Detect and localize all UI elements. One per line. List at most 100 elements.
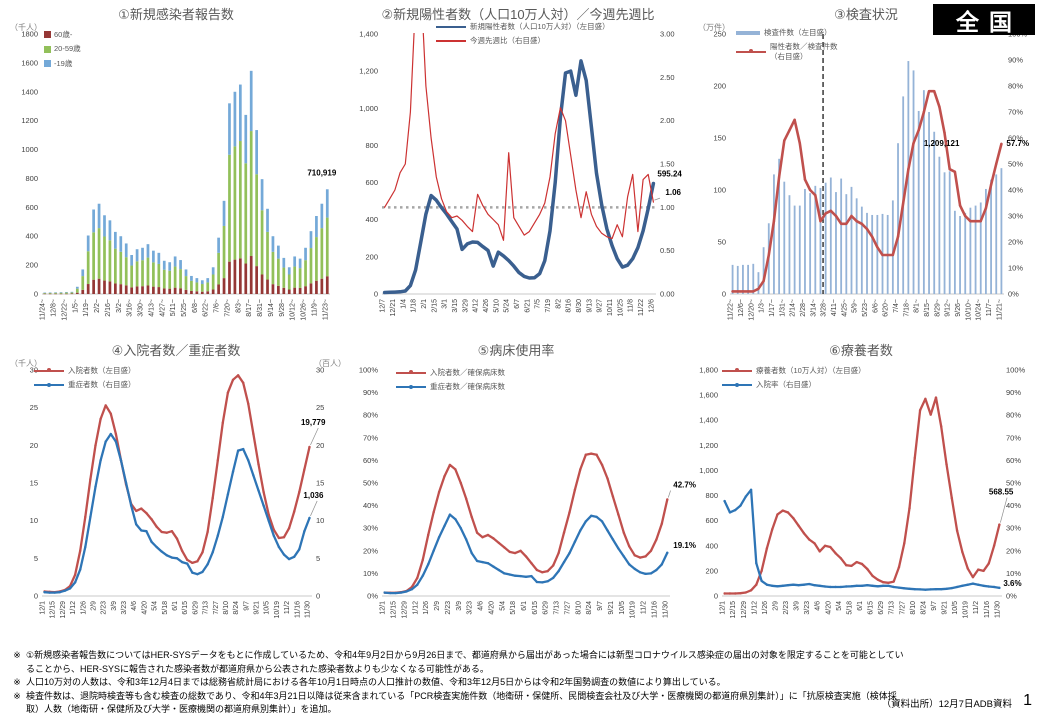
svg-text:1,000: 1,000 (699, 466, 718, 475)
svg-text:12/1: 12/1 (720, 601, 727, 615)
svg-text:5/4: 5/4 (836, 601, 843, 611)
chart-plot: 0 200 400 600 800 1000 1200 1400 1600 1800（千人） 11/… (10, 22, 337, 321)
x-axis: 12/1 12/15 12/29 1/12 1/26 2/9 2/23 3/9 3/23 4/6 4… (720, 601, 1002, 619)
svg-text:11/30: 11/30 (304, 601, 311, 618)
svg-text:9/21: 9/21 (942, 601, 949, 615)
svg-text:40%: 40% (363, 501, 378, 510)
svg-text:（千人）: （千人） (10, 22, 42, 32)
svg-text:7/27: 7/27 (899, 601, 906, 615)
legend-label: 重症者数／確保病床数 (430, 382, 505, 392)
svg-text:11/8: 11/8 (628, 299, 635, 312)
svg-text:3/1: 3/1 (442, 299, 449, 309)
svg-text:30%: 30% (1008, 212, 1023, 221)
x-axis: 12/7 12/21 1/4 1/18 2/1 2/15 3/1 3/15 3/29 4/12 4/… (380, 299, 656, 317)
svg-text:50%: 50% (363, 479, 378, 488)
chart-plot: 051015202530（千人）051015202530（百人）12/112/1… (10, 358, 346, 619)
line-series (383, 513, 669, 595)
svg-text:6/20~: 6/20~ (883, 299, 890, 317)
data-label: 710,919 (307, 168, 336, 177)
svg-text:12/1: 12/1 (40, 601, 47, 615)
svg-text:1/12: 1/12 (412, 601, 419, 615)
svg-text:5/4: 5/4 (499, 601, 506, 611)
legend-label: 療養者数（10万人対）（左目盛） (756, 366, 866, 375)
svg-text:5/24: 5/24 (504, 299, 511, 313)
legend-swatch (736, 49, 766, 54)
line-markers (383, 452, 669, 595)
legend-item: 20-59歳 (44, 44, 81, 53)
svg-text:8/17~: 8/17~ (246, 299, 253, 317)
right-axis: 0.00 0.50 1.00 1.50 2.00 2.50 3.00 (660, 30, 675, 299)
svg-text:2/16~: 2/16~ (105, 299, 112, 317)
legend-swatch (44, 45, 51, 53)
left-axis: 0 200 400 600 800 1000 1200 1400 1600 1800（千人） (10, 22, 42, 299)
legend-item: -19歳 (44, 59, 81, 68)
svg-text:4/6: 4/6 (478, 601, 485, 611)
svg-text:60%: 60% (1008, 134, 1023, 143)
legend-label: 重症者数（右目盛） (68, 380, 136, 390)
svg-text:9/13: 9/13 (586, 299, 593, 313)
svg-text:12/6~: 12/6~ (738, 299, 745, 317)
bar-series (731, 61, 1003, 295)
legend-item: 新規陽性者数（人口10万人対）（左目盛） (436, 22, 610, 31)
svg-text:30%: 30% (1006, 524, 1021, 533)
data-label: 568.55 (989, 488, 1014, 497)
svg-text:2/23: 2/23 (783, 601, 790, 615)
svg-text:9/21: 9/21 (254, 601, 261, 615)
svg-text:1/26: 1/26 (80, 601, 87, 615)
svg-text:800: 800 (365, 141, 378, 150)
svg-text:3/28~: 3/28~ (821, 299, 828, 317)
svg-text:7/4~: 7/4~ (893, 299, 900, 313)
svg-text:（千人）: （千人） (10, 358, 42, 368)
svg-text:1/26: 1/26 (762, 601, 769, 615)
chart-title: ②新規陽性者数（人口10万人対）／今週先週比 (381, 7, 655, 22)
series-group (383, 452, 669, 595)
svg-text:9/12~: 9/12~ (945, 299, 952, 317)
svg-text:7/20~: 7/20~ (224, 299, 231, 317)
svg-text:30: 30 (30, 366, 38, 375)
legend-swatch (436, 40, 466, 43)
footnote-text: 検査件数は、退院時検査等も含む検査の総数であり、令和4年3月21日以降は従来含ま… (26, 690, 897, 715)
svg-text:6/29: 6/29 (878, 601, 885, 615)
svg-text:11/2: 11/2 (973, 601, 980, 614)
svg-text:3/15: 3/15 (452, 299, 459, 313)
legend-item: 重症者数（右目盛） (34, 380, 136, 389)
svg-text:3/14~: 3/14~ (810, 299, 817, 317)
svg-text:5: 5 (34, 554, 38, 563)
svg-text:6/6~: 6/6~ (872, 299, 879, 313)
svg-text:1/12: 1/12 (751, 601, 758, 615)
svg-text:4/6: 4/6 (131, 601, 138, 611)
svg-text:（万件）: （万件） (698, 22, 730, 32)
svg-text:11/21~: 11/21~ (996, 299, 1003, 320)
bar-series (43, 256, 329, 295)
svg-text:11/2: 11/2 (284, 601, 291, 614)
svg-text:12/8~: 12/8~ (51, 299, 58, 317)
svg-text:6/8~: 6/8~ (192, 299, 199, 313)
svg-text:2/14~: 2/14~ (790, 299, 797, 317)
right-axis: 0%10%20%30%40%50%60%70%80%90%100% (1008, 30, 1028, 299)
svg-text:1,400: 1,400 (699, 416, 718, 425)
svg-text:10/19: 10/19 (274, 601, 281, 619)
svg-text:1/19~: 1/19~ (83, 299, 90, 317)
legend-label: 入院者数（左目盛） (68, 366, 136, 375)
data-label: 42.7% (673, 480, 696, 489)
svg-text:8/24: 8/24 (233, 601, 240, 615)
legend-label: 20-59歳 (54, 44, 81, 54)
svg-text:6/22~: 6/22~ (203, 299, 210, 317)
legend-swatch (736, 30, 760, 35)
svg-text:4/13~: 4/13~ (148, 299, 155, 317)
chart-plot: 0%10%20%30%40%50%60%70%80%90%100%12/1 12/… (359, 366, 696, 619)
svg-text:3/23: 3/23 (121, 601, 128, 615)
svg-text:800: 800 (25, 174, 38, 183)
svg-text:12/7: 12/7 (380, 299, 387, 313)
svg-text:3/29: 3/29 (462, 299, 469, 313)
legend-label: 60歳- (54, 30, 73, 39)
svg-text:20: 20 (30, 441, 38, 450)
legend-swatch (34, 382, 64, 387)
svg-text:11/9~: 11/9~ (311, 299, 318, 316)
svg-text:400: 400 (365, 215, 378, 224)
svg-text:1/31~: 1/31~ (779, 299, 786, 317)
legend-label: 今週先週比（右目盛） (470, 36, 545, 46)
data-label: 1,209,121 (924, 139, 960, 148)
svg-text:8/24: 8/24 (920, 601, 927, 615)
line-series (383, 452, 669, 594)
